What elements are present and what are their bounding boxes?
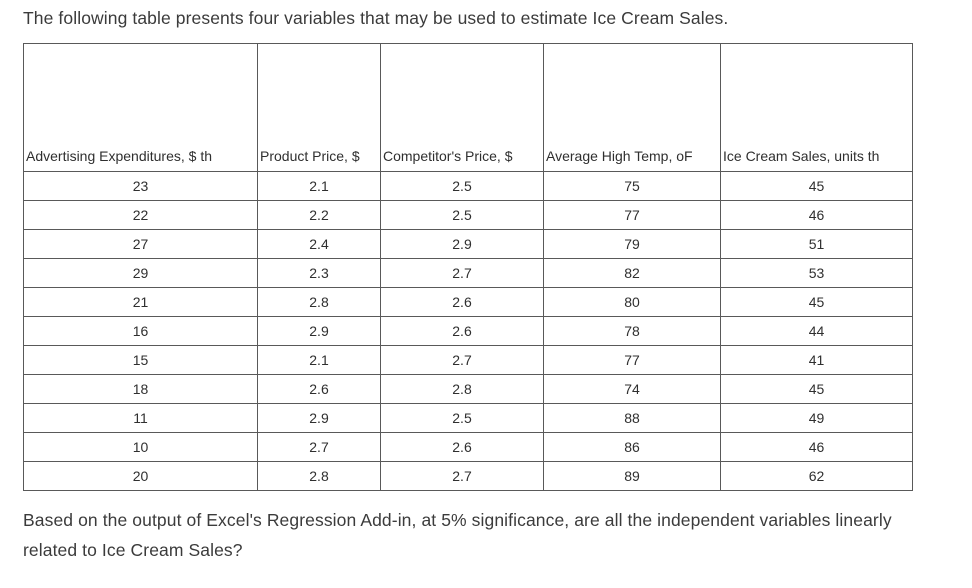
table-cell: 79: [543, 229, 721, 259]
table-cell: 15: [23, 345, 258, 375]
table-cell: 21: [23, 287, 258, 317]
column-header-product-price: Product Price, $: [257, 43, 381, 172]
table-cell: 88: [543, 403, 721, 433]
table-cell: 77: [543, 345, 721, 375]
table-cell: 2.2: [257, 200, 381, 230]
table-cell: 82: [543, 258, 721, 288]
table-cell: 75: [543, 171, 721, 201]
table-cell: 2.6: [380, 287, 544, 317]
column-header-sales: Ice Cream Sales, units th: [720, 43, 913, 172]
ice-cream-sales-table: Advertising Expenditures, $ th Product P…: [23, 43, 913, 491]
table-cell: 10: [23, 432, 258, 462]
table-cell: 2.8: [257, 287, 381, 317]
table-cell: 53: [720, 258, 913, 288]
table-cell: 62: [720, 461, 913, 491]
question-text: Based on the output of Excel's Regressio…: [23, 510, 892, 560]
table-cell: 51: [720, 229, 913, 259]
table-cell: 2.9: [257, 316, 381, 346]
table-cell: 46: [720, 432, 913, 462]
table-row: 16 2.9 2.6 78 44: [23, 316, 913, 346]
table-cell: 2.6: [380, 316, 544, 346]
table-cell: 46: [720, 200, 913, 230]
table-cell: 2.7: [380, 258, 544, 288]
table-cell: 77: [543, 200, 721, 230]
table-row: 21 2.8 2.6 80 45: [23, 287, 913, 317]
table-cell: 45: [720, 374, 913, 404]
table-cell: 29: [23, 258, 258, 288]
column-header-competitor-price: Competitor's Price, $: [380, 43, 544, 172]
table-cell: 2.7: [257, 432, 381, 462]
table-row: 20 2.8 2.7 89 62: [23, 461, 913, 491]
table-cell: 23: [23, 171, 258, 201]
table-cell: 2.5: [380, 171, 544, 201]
intro-text: The following table presents four variab…: [23, 8, 729, 28]
table-row: 27 2.4 2.9 79 51: [23, 229, 913, 259]
table-cell: 49: [720, 403, 913, 433]
table-cell: 20: [23, 461, 258, 491]
table-cell: 44: [720, 316, 913, 346]
table-cell: 2.4: [257, 229, 381, 259]
table-cell: 45: [720, 171, 913, 201]
table-cell: 2.8: [257, 461, 381, 491]
table-cell: 2.9: [257, 403, 381, 433]
table-cell: 74: [543, 374, 721, 404]
table-cell: 78: [543, 316, 721, 346]
table-cell: 2.1: [257, 171, 381, 201]
table-cell: 86: [543, 432, 721, 462]
table-cell: 89: [543, 461, 721, 491]
table-cell: 2.9: [380, 229, 544, 259]
table-cell: 2.5: [380, 200, 544, 230]
table-row: 29 2.3 2.7 82 53: [23, 258, 913, 288]
table-header-row: Advertising Expenditures, $ th Product P…: [23, 43, 913, 172]
table-cell: 11: [23, 403, 258, 433]
table-cell: 2.7: [380, 345, 544, 375]
table-cell: 80: [543, 287, 721, 317]
table-cell: 2.6: [257, 374, 381, 404]
table-body: 23 2.1 2.5 75 45 22 2.2 2.5 77 46 27 2.4 2.9 79 51 29 2.…: [23, 171, 913, 491]
table-cell: 18: [23, 374, 258, 404]
table-row: 11 2.9 2.5 88 49: [23, 403, 913, 433]
table-cell: 16: [23, 316, 258, 346]
table-row: 10 2.7 2.6 86 46: [23, 432, 913, 462]
table-cell: 2.5: [380, 403, 544, 433]
table-cell: 22: [23, 200, 258, 230]
table-cell: 45: [720, 287, 913, 317]
table-row: 15 2.1 2.7 77 41: [23, 345, 913, 375]
table-row: 18 2.6 2.8 74 45: [23, 374, 913, 404]
table-cell: 2.1: [257, 345, 381, 375]
table-row: 23 2.1 2.5 75 45: [23, 171, 913, 201]
column-header-advertising: Advertising Expenditures, $ th: [23, 43, 258, 172]
table-row: 22 2.2 2.5 77 46: [23, 200, 913, 230]
table-cell: 27: [23, 229, 258, 259]
table-cell: 2.6: [380, 432, 544, 462]
table-cell: 2.3: [257, 258, 381, 288]
table-cell: 2.8: [380, 374, 544, 404]
table-cell: 41: [720, 345, 913, 375]
column-header-avg-high-temp: Average High Temp, oF: [543, 43, 721, 172]
table-cell: 2.7: [380, 461, 544, 491]
